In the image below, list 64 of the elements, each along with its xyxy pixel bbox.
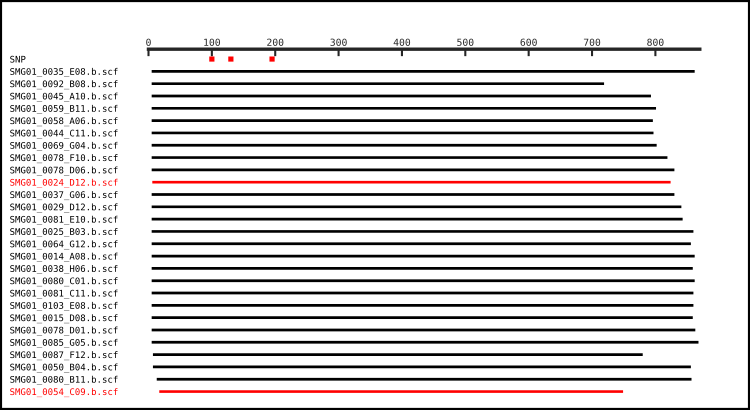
bar: [152, 193, 674, 196]
bar: [152, 366, 691, 368]
y-tick-label: SMG01_0050_B04.b.scf: [10, 363, 118, 372]
y-tick-label: SMG01_0081_E10.b.scf: [10, 216, 118, 225]
bar: [152, 106, 656, 110]
bar: [152, 353, 643, 356]
y-tick-label: SMG01_0058_A06.b.scf: [10, 117, 118, 126]
x-tick-label: 100: [204, 38, 220, 46]
x-tick-label: 400: [394, 38, 410, 46]
x-tick-label: 200: [267, 38, 284, 46]
bar: [152, 279, 695, 282]
y-tick-label: SMG01_0045_A10.b.scf: [10, 92, 118, 102]
y-tick-label: SMG01_0080_B11.b.scf: [10, 376, 118, 385]
bar: [152, 340, 698, 344]
y-tick-label: SMG01_0078_D01.b.scf: [10, 326, 118, 336]
x-tick-label: 300: [330, 38, 347, 46]
bar: [156, 378, 692, 381]
bar: [152, 180, 671, 184]
y-tick-label: SMG01_0087_F12.b.scf: [10, 351, 118, 360]
x-tick-label: 800: [647, 38, 664, 46]
bar: [152, 70, 695, 73]
y-tick-label: SMG01_0078_F10.b.scf: [10, 154, 118, 164]
y-tick-label: SMG01_0103_E08.b.scf: [10, 302, 118, 311]
y-tick-label: SMG01_0054_C09.b.scf: [10, 388, 118, 398]
bar: [152, 132, 654, 134]
bar: [159, 390, 624, 393]
x-tick-label: 700: [584, 38, 600, 46]
y-tick-label: SMG01_0078_D06.b.scf: [10, 166, 118, 176]
bar: [152, 230, 694, 233]
bar: [152, 254, 695, 258]
y-tick-label: SMG01_0064_G12.b.scf: [10, 240, 118, 250]
y-tick-label: SMG01_0014_A08.b.scf: [10, 252, 118, 262]
bar: [152, 156, 668, 159]
bar: [152, 205, 682, 208]
bar: [152, 304, 694, 307]
bar: [152, 292, 694, 294]
bar: [152, 168, 674, 172]
y-tick-label: SMG01_0069_G04.b.scf: [10, 142, 118, 151]
y-tick-label: SMG01_0044_C11.b.scf: [10, 130, 118, 138]
bar: [152, 144, 657, 147]
bar: [152, 267, 693, 270]
y-tick-label: SMG01_0015_D08.b.scf: [10, 314, 118, 324]
y-tick-label: SMG01_0080_C01.b.scf: [10, 277, 118, 286]
x-tick-label: 0: [146, 38, 151, 46]
x-tick-label: 500: [457, 38, 474, 46]
bar: [152, 94, 651, 98]
y-tick-label: SMG01_0059_B11.b.scf: [10, 104, 118, 114]
y-tick-label: SMG01_0038_H06.b.scf: [10, 264, 118, 274]
y-tick-label: SMG01_0025_B03.b.scf: [10, 228, 118, 238]
bar: [152, 218, 683, 220]
bar: [152, 316, 693, 320]
y-tick-label: SMG01_0092_B08.b.scf: [10, 80, 118, 90]
x-tick-label: 600: [520, 38, 537, 46]
y-tick-label: SMG01_0035_E08.b.scf: [10, 68, 118, 77]
y-tick-label: SMG01_0029_D12.b.scf: [10, 203, 118, 212]
bar: [152, 328, 696, 332]
y-tick-label: SMG01_0024_D12.b.scf: [10, 178, 118, 188]
y-tick-label: SMG01_0081_C11.b.scf: [10, 290, 118, 299]
bar: [152, 82, 604, 86]
y-tick-label: SNP: [10, 56, 26, 63]
y-tick-label: SMG01_0037_G06.b.scf: [10, 191, 118, 200]
bar: [152, 119, 653, 122]
bar: [152, 242, 691, 246]
y-tick-label: SMG01_0085_G05.b.scf: [10, 338, 118, 348]
